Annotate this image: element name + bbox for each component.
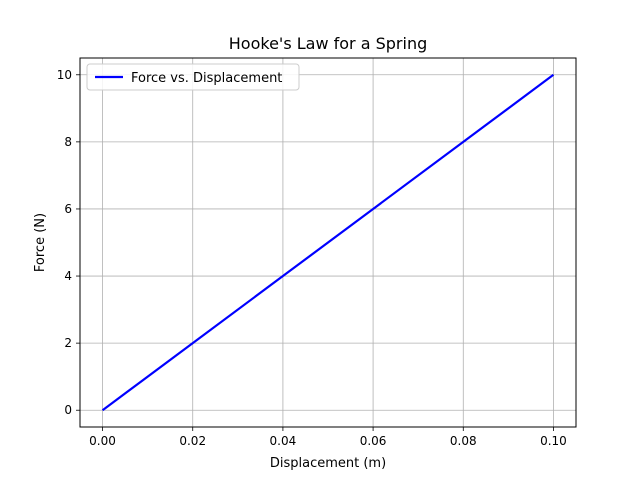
legend-box: [86, 63, 300, 91]
y-axis-label: Force (N): [33, 213, 48, 272]
x-tick-label: 0.10: [540, 434, 567, 448]
legend-label: Force vs. Displacement: [131, 71, 282, 86]
x-axis-label: Displacement (m): [270, 456, 386, 471]
plot-frame: [79, 57, 577, 428]
x-tick-label: 0.00: [89, 434, 116, 448]
y-tick-label: 8: [64, 135, 72, 149]
x-tick-label: 0.08: [450, 434, 477, 448]
series-line: [101, 73, 555, 412]
y-tick-label: 0: [64, 403, 72, 417]
x-tick-label: 0.06: [360, 434, 387, 448]
y-tick-label: 6: [64, 202, 72, 216]
grid: [80, 58, 576, 427]
legend: Force vs. Displacement: [86, 63, 300, 91]
y-tick-label: 10: [57, 68, 72, 82]
x-tick-label: 0.02: [179, 434, 206, 448]
chart-title: Hooke's Law for a Spring: [229, 34, 427, 53]
y-tick-label: 2: [64, 336, 72, 350]
x-tick-label: 0.04: [270, 434, 297, 448]
series-layer: [101, 73, 555, 412]
ticks: 0.00 0.02 0.04 0.06 0.08 0.10 0 2 4 6 8 10: [57, 68, 567, 448]
y-tick-label: 4: [64, 269, 72, 283]
